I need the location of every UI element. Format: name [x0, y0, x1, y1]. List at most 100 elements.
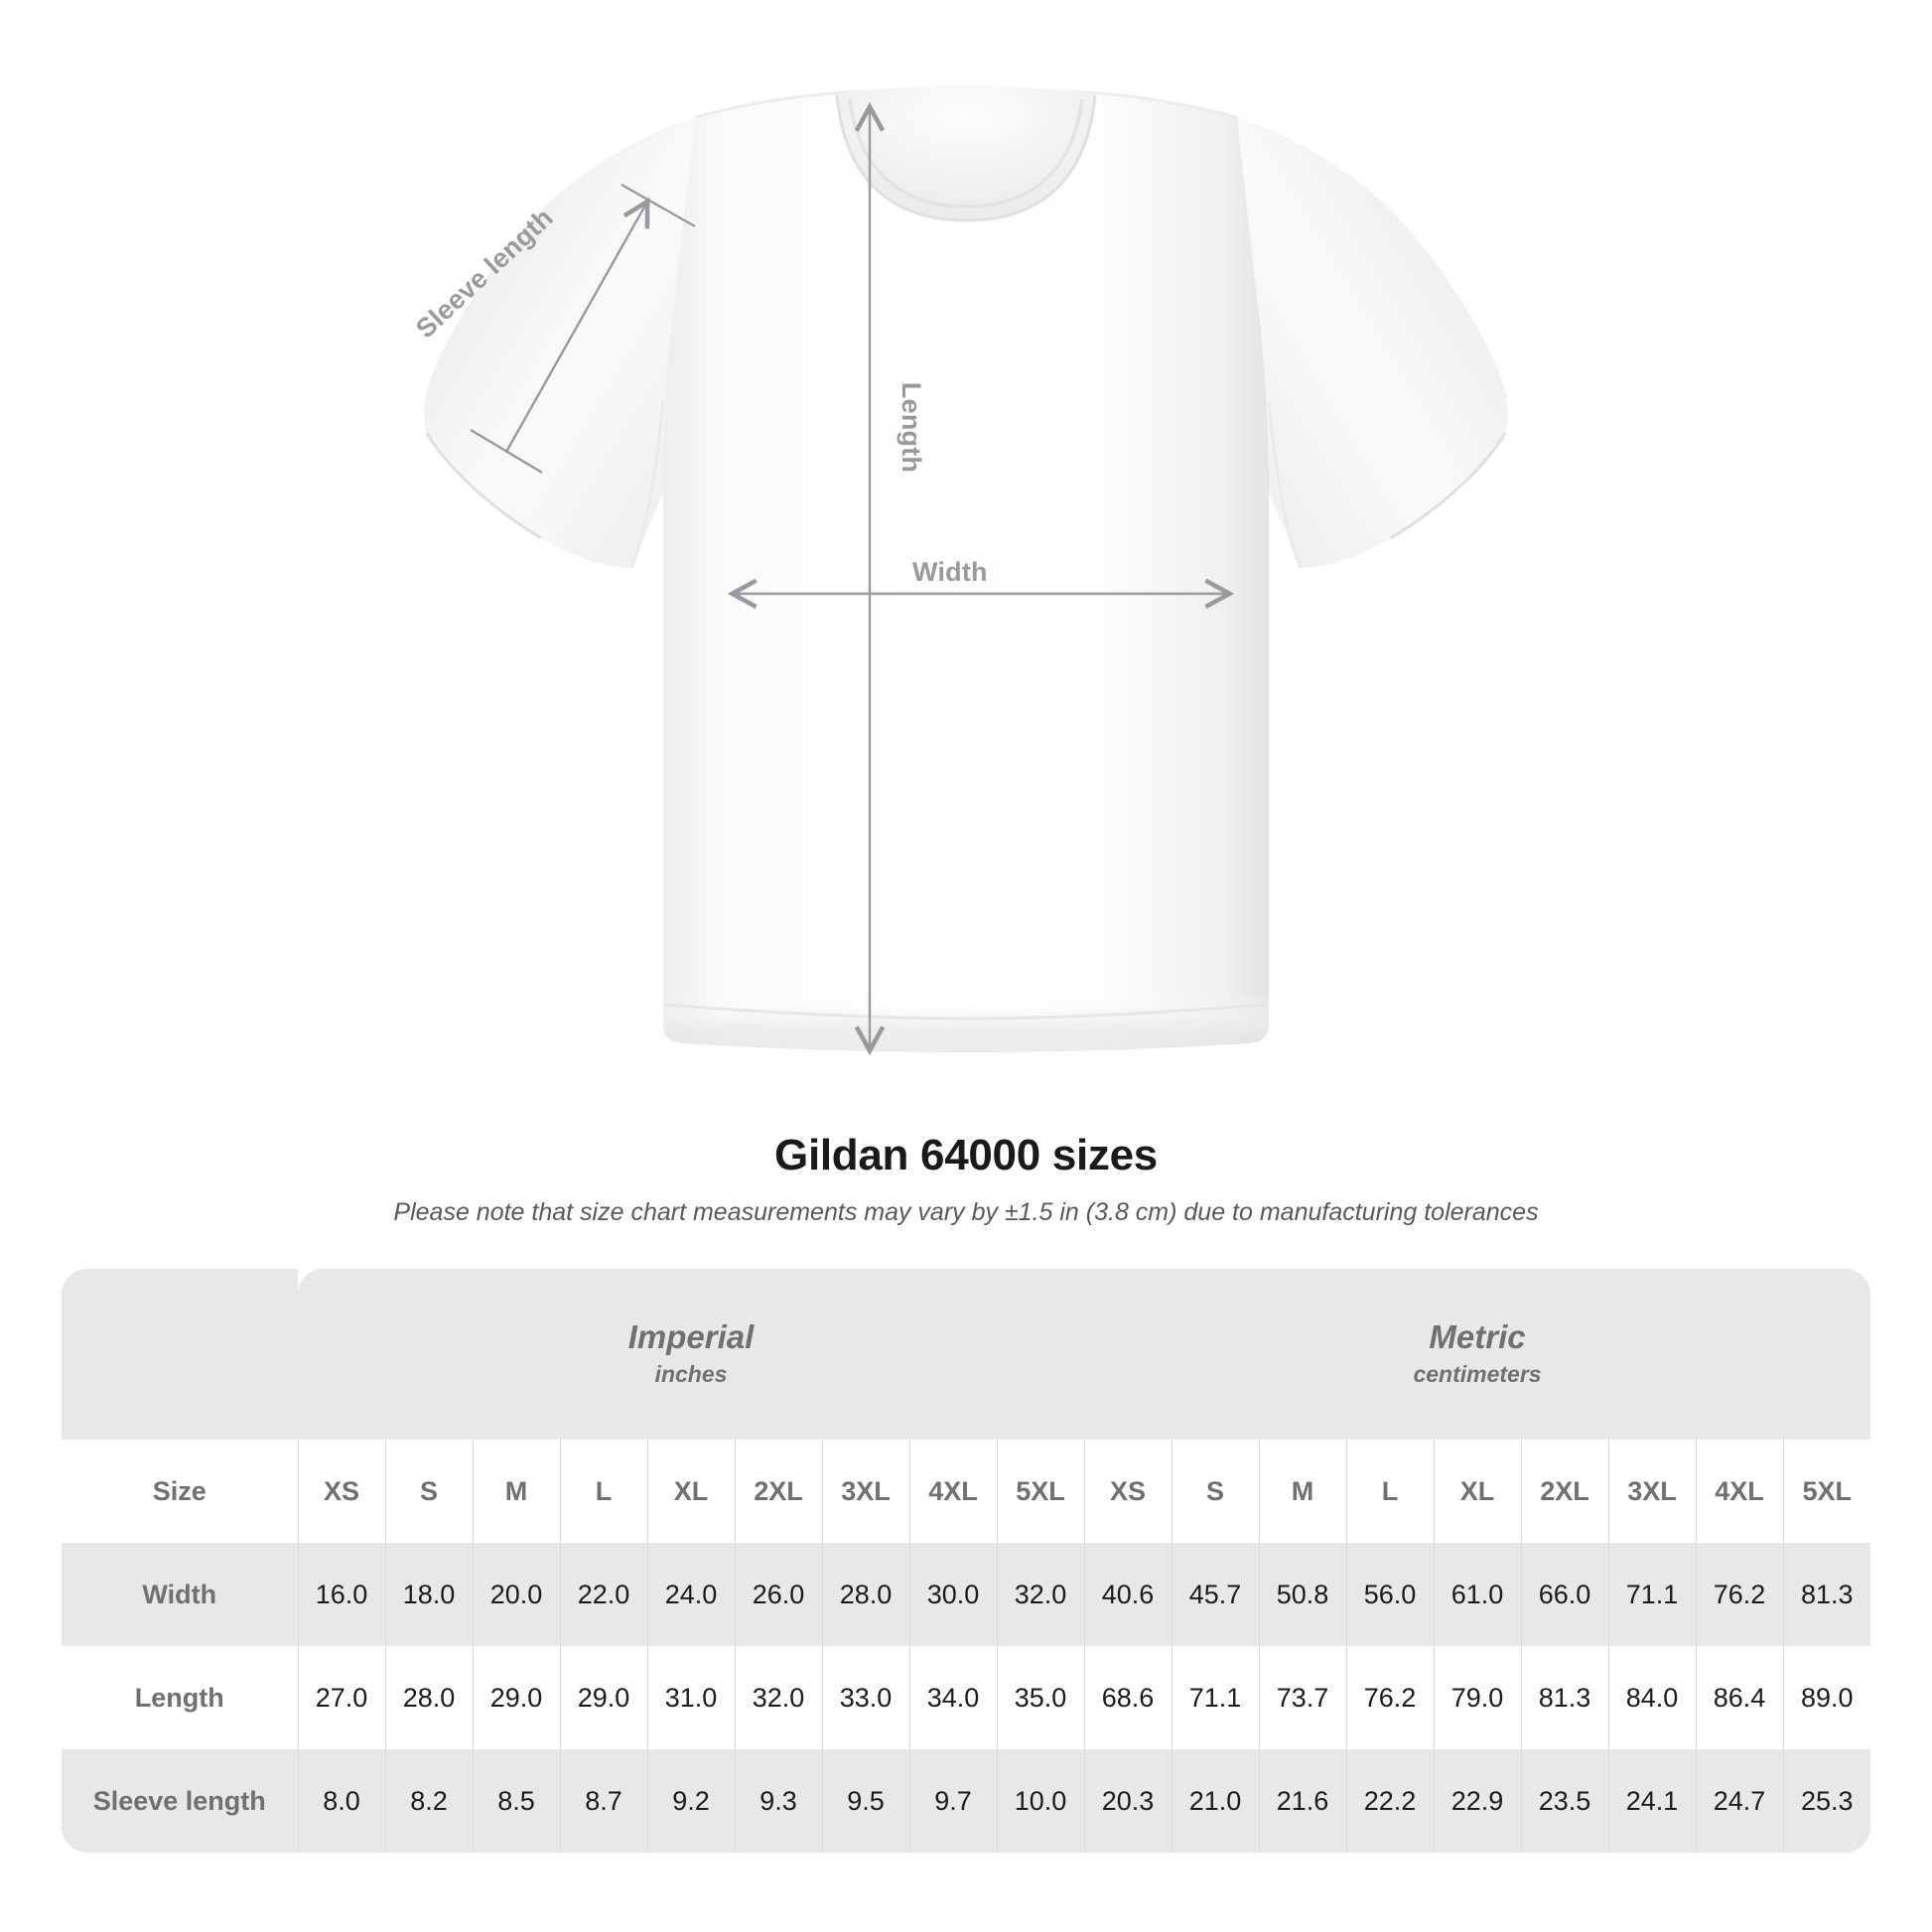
left-sleeve-hem: [425, 432, 542, 540]
measurement-cell: 86.4: [1695, 1646, 1783, 1749]
unit-group-metric: Metric centimeters: [1084, 1269, 1871, 1440]
table-head: Imperial inches Metric centimeters: [62, 1269, 1871, 1440]
measurement-cell: 23.5: [1520, 1749, 1608, 1853]
left-shoulder-seam: [694, 89, 868, 119]
measurement-cell: 71.1: [1607, 1543, 1696, 1646]
measurement-cell: 8.2: [384, 1749, 473, 1853]
right-sleeve: [1237, 117, 1508, 568]
measurement-cell: 84.0: [1607, 1646, 1696, 1749]
hem-stitch-line: [664, 1003, 1268, 1021]
measurement-row-label: Width: [62, 1543, 298, 1646]
tolerance-note: Please note that size chart measurements…: [393, 1198, 1539, 1227]
measurement-row-label: Sleeve length: [62, 1749, 298, 1853]
size-column-header: 3XL: [821, 1440, 909, 1543]
measurement-cell: 66.0: [1520, 1543, 1608, 1646]
size-column-header: M: [1258, 1440, 1346, 1543]
measurement-cell: 50.8: [1258, 1543, 1346, 1646]
measurement-cell: 73.7: [1258, 1646, 1346, 1749]
right-shoulder-seam: [1064, 89, 1238, 119]
sleeve-measure-line: [504, 197, 650, 453]
measurement-cell: 33.0: [821, 1646, 909, 1749]
size-column-header: S: [384, 1440, 473, 1543]
right-armhole-seam: [1267, 400, 1303, 569]
measurement-cell: 71.1: [1171, 1646, 1259, 1749]
unit-banner-row: Imperial inches Metric centimeters: [62, 1269, 1871, 1440]
size-column-header: 2XL: [1520, 1440, 1608, 1543]
size-column-header: 3XL: [1607, 1440, 1696, 1543]
left-sleeve: [424, 117, 695, 568]
measurement-cell: 26.0: [734, 1543, 822, 1646]
measurement-cell: 22.0: [559, 1543, 647, 1646]
measurement-cell: 25.3: [1782, 1749, 1871, 1853]
measurement-cell: 28.0: [384, 1646, 473, 1749]
size-column-header: XL: [646, 1440, 735, 1543]
size-column-header: XL: [1433, 1440, 1521, 1543]
measurement-cell: 61.0: [1433, 1543, 1521, 1646]
size-column-header: 4XL: [1695, 1440, 1783, 1543]
measurement-cell: 16.0: [297, 1543, 385, 1646]
measurement-cell: 79.0: [1433, 1646, 1521, 1749]
measurement-row-label: Length: [62, 1646, 298, 1749]
chart-heading: Gildan 64000 sizes Please note that size…: [0, 1131, 1932, 1227]
measurement-cell: 89.0: [1782, 1646, 1871, 1749]
measurement-cell: 9.2: [646, 1749, 735, 1853]
size-column-header: XS: [297, 1440, 385, 1543]
measurement-cell: 32.0: [734, 1646, 822, 1749]
length-label: Length: [897, 381, 927, 474]
table-row: Sleeve length 8.0 8.2 8.5 8.7 9.2 9.3 9.5 9.7 10.…: [62, 1749, 1871, 1853]
measurement-cell: 21.0: [1171, 1749, 1259, 1853]
unit-name-metric: Metric: [1429, 1318, 1526, 1356]
size-column-header: L: [559, 1440, 647, 1543]
measurement-cell: 68.6: [1083, 1646, 1172, 1749]
sleeve-measure-tick-bottom: [470, 428, 543, 475]
collar: [837, 86, 1095, 220]
measurement-cell: 9.7: [908, 1749, 997, 1853]
measurement-cell: 30.0: [908, 1543, 997, 1646]
measurement-cell: 10.0: [996, 1749, 1084, 1853]
measurement-cell: 8.0: [297, 1749, 385, 1853]
measurement-cell: 40.6: [1083, 1543, 1172, 1646]
size-column-header: XS: [1083, 1440, 1172, 1543]
measurement-cell: 27.0: [297, 1646, 385, 1749]
table-row: Width 16.0 18.0 20.0 22.0 24.0 26.0 28.0 30.0 32.…: [62, 1543, 1871, 1646]
size-column-header: 5XL: [996, 1440, 1084, 1543]
width-label: Width: [912, 557, 988, 587]
size-column-header: 2XL: [734, 1440, 822, 1543]
unit-sub-imperial: inches: [654, 1361, 728, 1388]
measurement-cell: 9.3: [734, 1749, 822, 1853]
measurement-cell: 35.0: [996, 1646, 1084, 1749]
size-row-label: Size: [62, 1440, 298, 1543]
size-column-header: L: [1345, 1440, 1434, 1543]
measurement-cell: 29.0: [472, 1646, 560, 1749]
measurement-cell: 45.7: [1171, 1543, 1259, 1646]
measurement-cell: 20.0: [472, 1543, 560, 1646]
measurement-cell: 18.0: [384, 1543, 473, 1646]
table-row: Length 27.0 28.0 29.0 29.0 31.0 32.0 33.0 34.0 35…: [62, 1646, 1871, 1749]
table-header-row: Size XS S M L XL 2XL 3XL 4XL 5XL XS S M L XL 2XL 3XL 4XL 5…: [62, 1440, 1871, 1543]
measurement-cell: 21.6: [1258, 1749, 1346, 1853]
unit-banner-spacer: [62, 1269, 298, 1440]
tshirt-diagram: Sleeve length Length Width: [410, 86, 1508, 1056]
size-column-header: 5XL: [1782, 1440, 1871, 1543]
measurement-cell: 32.0: [996, 1543, 1084, 1646]
measurement-cell: 24.1: [1607, 1749, 1696, 1853]
measurement-cell: 20.3: [1083, 1749, 1172, 1853]
measurement-cell: 24.7: [1695, 1749, 1783, 1853]
unit-name-imperial: Imperial: [627, 1318, 755, 1356]
measurement-cell: 31.0: [646, 1646, 735, 1749]
right-sleeve-hem: [1390, 432, 1507, 540]
measurement-cell: 22.9: [1433, 1749, 1521, 1853]
collar-outer-seam: [835, 94, 1097, 222]
measurement-cell: 76.2: [1695, 1543, 1783, 1646]
size-column-header: 4XL: [908, 1440, 997, 1543]
tshirt-illustration: [424, 86, 1508, 1056]
unit-group-imperial: Imperial inches: [298, 1269, 1084, 1440]
measurement-cell: 8.7: [559, 1749, 647, 1853]
page-title: Gildan 64000 sizes: [774, 1131, 1158, 1179]
unit-sub-metric: centimeters: [1413, 1361, 1542, 1388]
measurement-cell: 24.0: [646, 1543, 735, 1646]
measurement-cell: 81.3: [1782, 1543, 1871, 1646]
bottom-hem: [663, 993, 1269, 1052]
size-chart-container: Imperial inches Metric centimeters Size X…: [62, 1269, 1871, 1853]
size-column-header: S: [1171, 1440, 1259, 1543]
